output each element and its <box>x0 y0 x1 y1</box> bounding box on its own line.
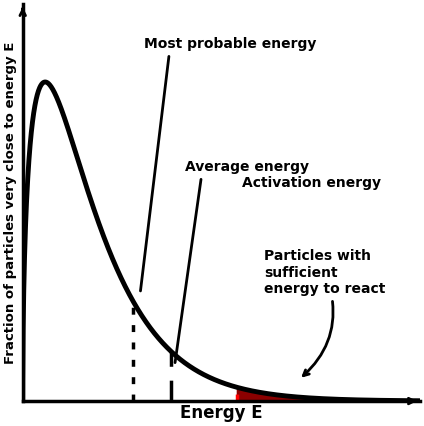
X-axis label: Energy E: Energy E <box>180 404 262 422</box>
Y-axis label: Fraction of particles very close to energy E: Fraction of particles very close to ener… <box>4 41 17 364</box>
Text: Activation energy: Activation energy <box>242 176 381 190</box>
Text: Most probable energy: Most probable energy <box>140 37 316 291</box>
Text: Particles with
sufficient
energy to react: Particles with sufficient energy to reac… <box>265 250 386 376</box>
Text: Average energy: Average energy <box>175 160 309 363</box>
